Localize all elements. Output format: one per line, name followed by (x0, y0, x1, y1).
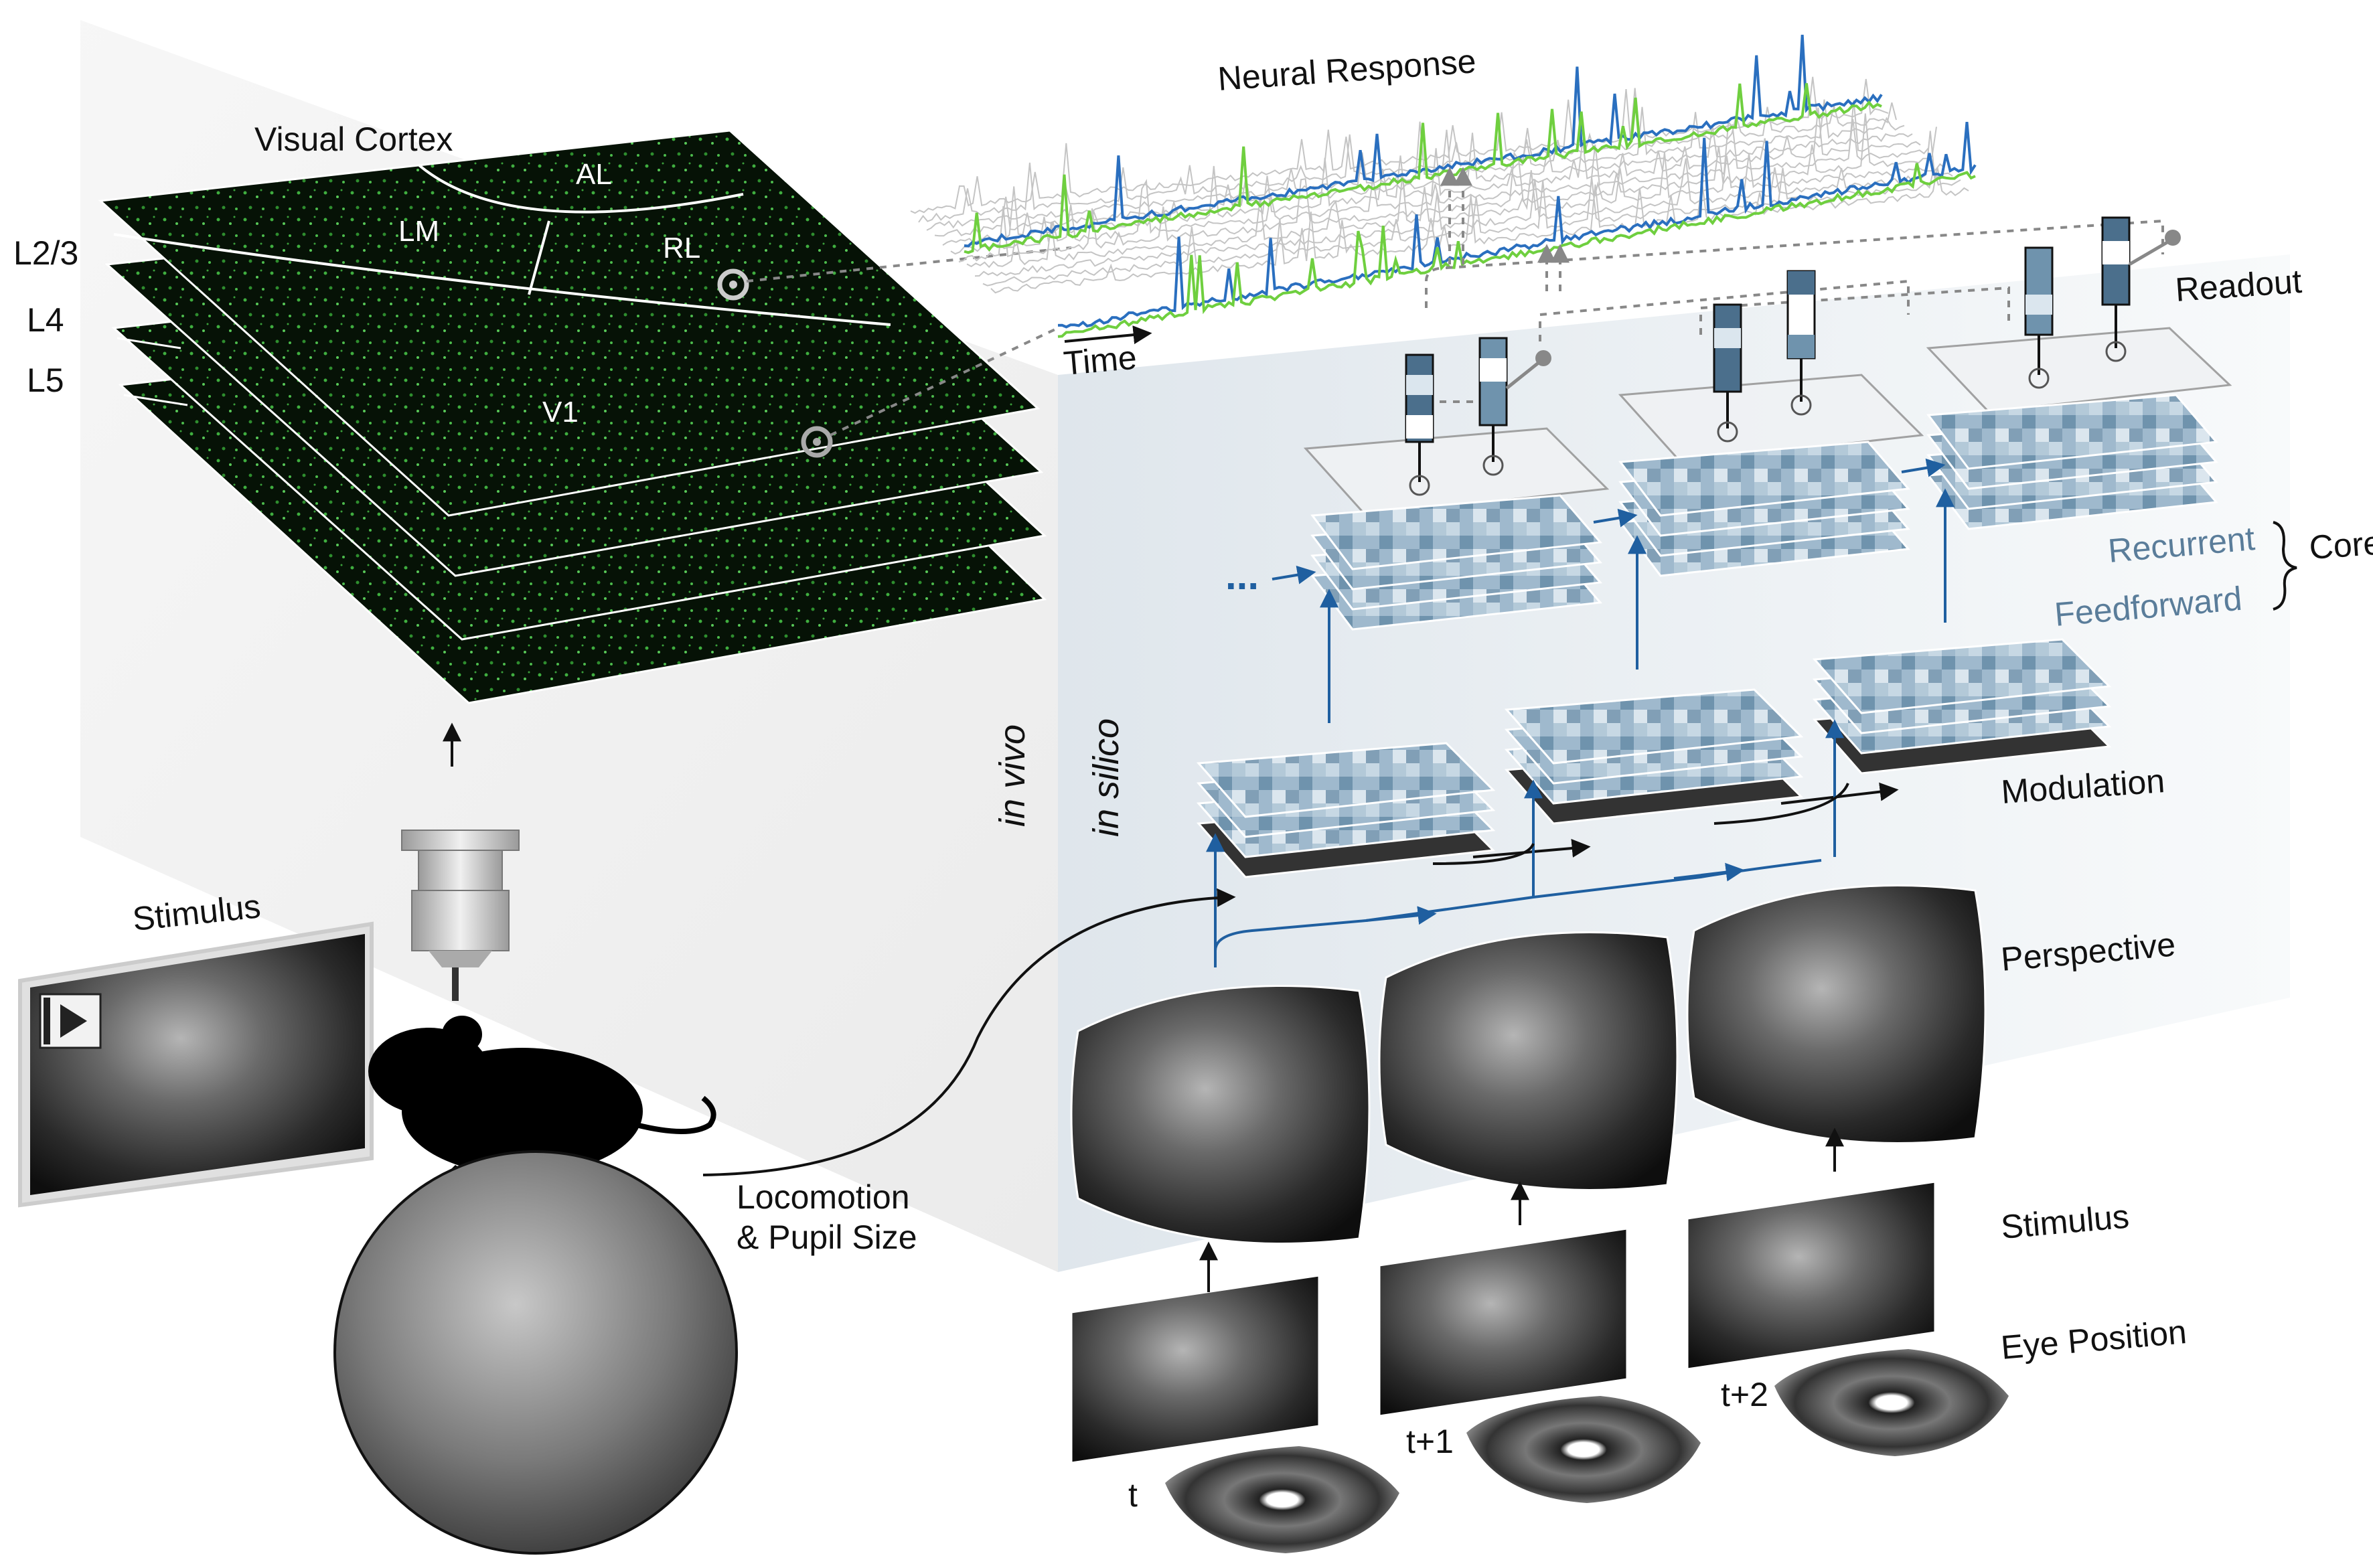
blue-arrow-t1 (1365, 906, 1437, 925)
perspective-to-modulation-blue (1214, 859, 1822, 967)
layer-edge-l5 (123, 394, 188, 406)
perspective-frame-t (1070, 985, 1371, 1245)
layer-label-l5: L5 (27, 362, 64, 399)
trace-green-bottom (1057, 163, 1976, 338)
modulation-stack-t1 (1504, 688, 1804, 825)
locomotion-branch-1 (1432, 843, 1535, 865)
trace-blue-bottom (1057, 122, 1977, 329)
time-step-t: t (1128, 1476, 1138, 1514)
ellipsis-label: ... (1225, 553, 1259, 598)
recurrent-arrow-in (1272, 565, 1316, 584)
neuron-projection-v1 (830, 327, 1059, 437)
locomotion-label-line2: & Pupil Size (737, 1219, 917, 1256)
cortex-layer-top (98, 129, 1041, 517)
area-label-v1: V1 (542, 396, 579, 428)
time-arrow (1064, 325, 1152, 345)
stimulus-frame-t1 (1378, 1227, 1628, 1417)
blue-arrow-t3 (1673, 862, 1745, 882)
area-border-lm (528, 220, 550, 295)
area-border-al (417, 163, 744, 214)
video-icon (39, 993, 102, 1049)
stimulus-right-label: Stimulus (1999, 1197, 2131, 1245)
stimulus-left-label: Stimulus (131, 887, 262, 938)
stimulus-frame-t2 (1686, 1180, 1936, 1370)
treadmill-ball (333, 1150, 738, 1555)
visual-cortex-label: Visual Cortex (254, 121, 453, 158)
neuron-marker-rl (717, 268, 749, 301)
perspective-frame-t2 (1686, 884, 1987, 1144)
in-vivo-label: in vivo (992, 724, 1032, 827)
stimulus-screen (18, 921, 374, 1208)
core-stack-t2 (1926, 394, 2218, 530)
readout-unit-t1 (1618, 270, 1924, 463)
trace-gray (942, 100, 1921, 246)
readout-unit-t (1303, 337, 1610, 517)
trace-green-top (964, 83, 1882, 254)
trace-gray (926, 99, 1905, 231)
modulation-arrow-1 (1472, 839, 1591, 858)
perspective-frame-t1 (1378, 931, 1679, 1191)
core-label: Core (2308, 524, 2373, 566)
recurrent-arrow-1 (1593, 508, 1638, 528)
eye-image-t1 (1466, 1396, 1701, 1503)
area-label-lm: LM (398, 215, 439, 248)
recurrent-arrow-2 (1901, 458, 1946, 477)
area-label-rl: RL (663, 232, 700, 264)
area-border-v1 (113, 233, 891, 326)
readout-vector (2024, 246, 2054, 336)
layer-edge-l4 (117, 337, 181, 349)
neuron-marker-v1 (801, 426, 833, 458)
eye-position-label: Eye Position (1999, 1313, 2188, 1366)
stimulus-frame-t (1070, 1274, 1320, 1464)
area-label-al: AL (576, 158, 612, 191)
core-stack-t (1310, 494, 1602, 631)
core-stack-t1 (1618, 441, 1910, 577)
cortex-stack (98, 129, 1047, 704)
modulation-stack-t2 (1812, 638, 2112, 775)
time-step-t2: t+2 (1721, 1376, 1768, 1413)
readout-label: Readout (2174, 262, 2303, 309)
locomotion-branch-2 (1713, 783, 1849, 825)
readout-arrowheads (1440, 167, 1570, 291)
modulation-stack-t (1196, 742, 1496, 878)
eye-image-t2 (1774, 1349, 2009, 1456)
core-brace (2273, 521, 2297, 611)
locomotion-curve (702, 888, 1236, 1176)
trace-blue-top (964, 34, 1883, 248)
eye-image-t (1165, 1446, 1399, 1553)
time-step-t1: t+1 (1406, 1423, 1454, 1460)
layer-label-l23: L2/3 (13, 234, 78, 272)
readout-unit-t2 (1926, 216, 2232, 413)
locomotion-label-line1: Locomotion (737, 1178, 910, 1216)
time-label: Time (1062, 339, 1138, 382)
neural-response-label: Neural Response (1217, 42, 1477, 98)
in-silico-label: in silico (1086, 718, 1126, 837)
microscope-icon (401, 722, 520, 1001)
layer-label-l4: L4 (27, 301, 64, 339)
